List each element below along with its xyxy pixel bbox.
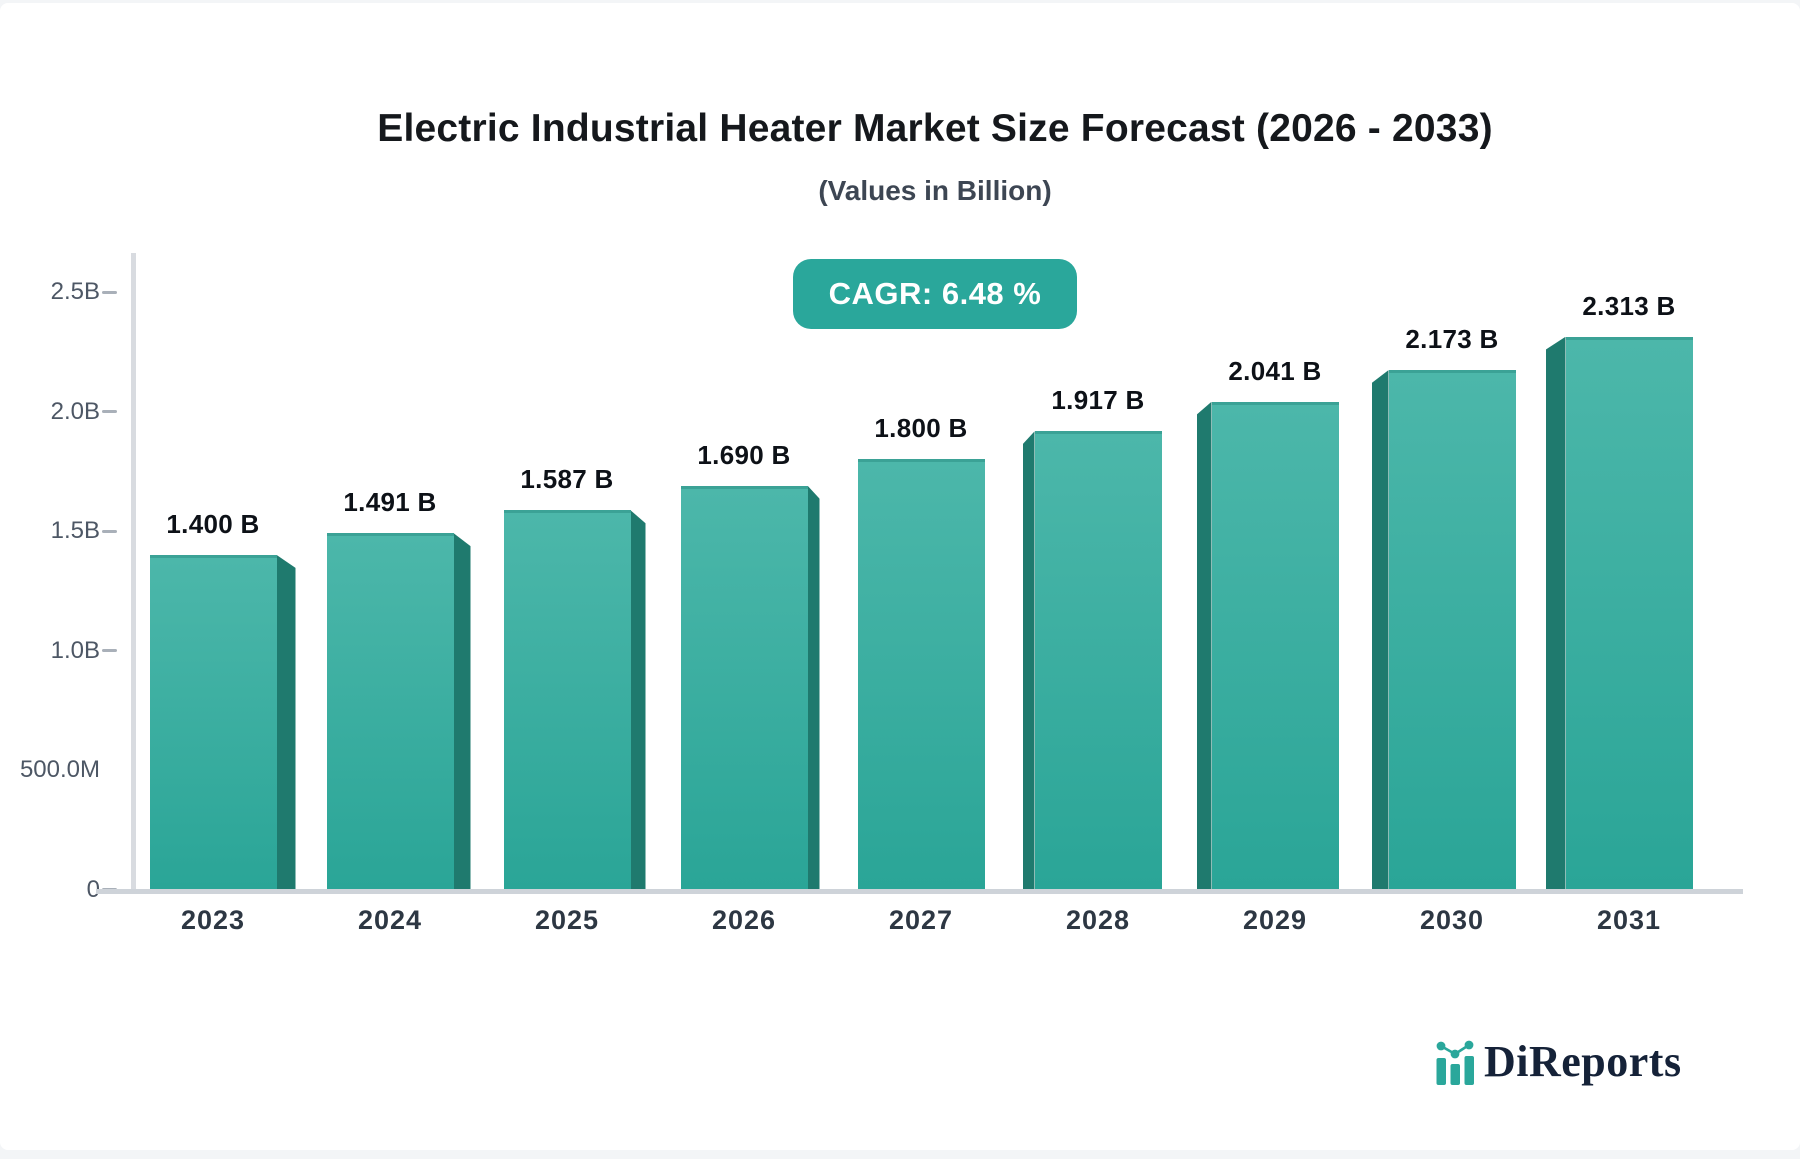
bar-chart-plot-area: 2.5B 2.0B 1.5B 1.0B 500.0M 0 1.400 B 2023 1.491 … [0,3,1800,1159]
y-axis-label: 2.5B [50,278,100,305]
bar-value-label: 2.313 B [1582,290,1676,321]
y-axis-tick [102,529,117,533]
x-axis-line [96,888,1743,894]
logo-text: DiReports [1484,1037,1682,1086]
bar-3d-side [1371,370,1389,890]
direports-logo: DiReports [1432,1039,1682,1085]
bar [857,459,985,890]
y-axis-label: 500.0M [19,756,100,783]
x-axis-label: 2024 [357,905,423,935]
bar [326,533,454,890]
bar-value-label: 1.400 B [166,508,260,539]
x-axis-label: 2028 [1065,905,1131,935]
y-axis-tick [102,649,117,652]
y-axis-line [131,253,136,894]
bar [1565,336,1693,890]
bar-value-label: 1.690 B [697,439,791,470]
x-axis-label: 2031 [1596,905,1662,935]
bar [1034,431,1162,890]
y-axis-label: 2.0B [50,397,100,425]
bar [149,554,277,890]
x-axis-label: 2027 [888,905,954,935]
x-axis-label: 2023 [180,905,246,935]
cagr-badge: CAGR: 6.48 % [792,259,1078,329]
chart-title: Electric Industrial Heater Market Size F… [377,107,1493,150]
bar-3d-side [807,485,820,890]
bar-3d-side [1196,401,1212,890]
y-axis-label: 1.5B [50,517,100,544]
cagr-badge-row: CAGR: 6.48 % [70,259,1800,329]
bar-3d-side [453,533,471,890]
x-axis-label: 2026 [711,905,777,935]
bar-3d-side [1022,431,1035,890]
bar [1211,401,1339,890]
bar-3d-side [1545,336,1566,890]
bar [1388,370,1516,890]
chart-card: Electric Industrial Heater Market Size F… [0,3,1800,1150]
bar-3d-side [276,554,296,890]
bar [503,510,631,890]
bar-value-label: 1.587 B [520,464,614,495]
chart-subtitle: (Values in Billion) [818,175,1052,206]
y-axis-tick [102,290,117,294]
x-axis-label: 2029 [1242,905,1308,935]
bar-value-label: 2.173 B [1405,324,1499,355]
y-axis-label: 0 [86,875,100,903]
mini-bar-line-chart-icon [1436,1040,1474,1085]
bar [680,485,808,890]
bar-3d-side [630,510,646,890]
y-axis-tick [102,410,117,413]
y-axis-label: 1.0B [50,636,100,664]
x-axis-label: 2025 [534,905,600,935]
bar-value-label: 2.041 B [1228,355,1322,386]
bar-value-label: 1.491 B [343,487,437,518]
bar-value-label: 1.800 B [874,413,968,444]
x-axis-label: 2030 [1419,905,1485,935]
bar-value-label: 1.917 B [1051,385,1145,416]
